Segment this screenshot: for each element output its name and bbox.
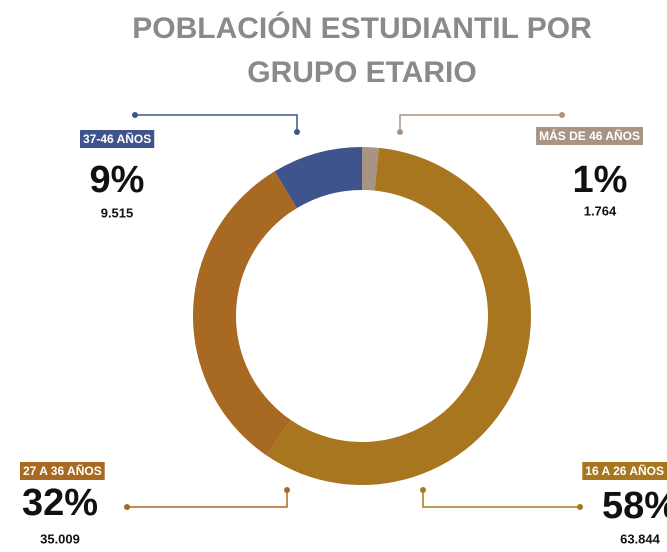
donut-slice <box>362 147 379 191</box>
leader-line <box>127 490 288 508</box>
leader-line <box>135 114 298 132</box>
leader-dot <box>124 504 130 510</box>
chart-title: GRUPO ETARIO <box>247 56 476 89</box>
category-label: MÁS DE 46 AÑOS <box>539 128 640 143</box>
donut-slice <box>266 147 531 485</box>
chart-title: POBLACIÓN ESTUDIANTIL POR <box>132 11 592 45</box>
leader-dot <box>420 487 426 493</box>
percentage-label: 1% <box>573 159 628 201</box>
value-label: 1.764 <box>584 203 617 218</box>
leader-line <box>422 490 580 508</box>
donut-slice <box>192 171 297 456</box>
category-label: 16 A 26 AÑOS <box>585 463 664 478</box>
leader-dot <box>559 112 565 118</box>
category-label: 27 A 36 AÑOS <box>23 463 102 478</box>
donut-slice <box>274 147 362 209</box>
percentage-label: 9% <box>90 159 145 201</box>
percentage-label: 32% <box>22 482 98 524</box>
category-label-bg <box>536 127 643 145</box>
leader-dot <box>284 487 290 493</box>
value-label: 63.844 <box>620 531 661 546</box>
category-label-bg <box>80 130 155 148</box>
leader-dot <box>577 504 583 510</box>
percentage-label: 58% <box>602 485 667 527</box>
leader-line <box>399 114 562 132</box>
leader-dot <box>397 129 403 135</box>
category-label-bg <box>20 462 105 480</box>
leader-dot <box>294 129 300 135</box>
category-label-bg <box>582 462 667 480</box>
leader-dot <box>132 112 138 118</box>
value-label: 35.009 <box>40 531 80 546</box>
value-label: 9.515 <box>101 205 134 220</box>
category-label: 37-46 AÑOS <box>83 131 151 146</box>
